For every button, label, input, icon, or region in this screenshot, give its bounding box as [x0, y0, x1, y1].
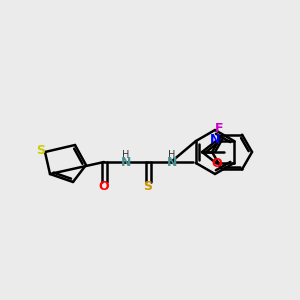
Text: N: N: [167, 155, 177, 169]
Text: H: H: [122, 150, 130, 160]
Text: N: N: [121, 155, 131, 169]
Text: N: N: [210, 134, 220, 146]
Text: S: S: [37, 143, 46, 157]
Text: O: O: [99, 181, 109, 194]
Text: O: O: [212, 158, 222, 170]
Text: F: F: [215, 122, 223, 135]
Text: H: H: [168, 150, 176, 160]
Text: S: S: [143, 181, 152, 194]
